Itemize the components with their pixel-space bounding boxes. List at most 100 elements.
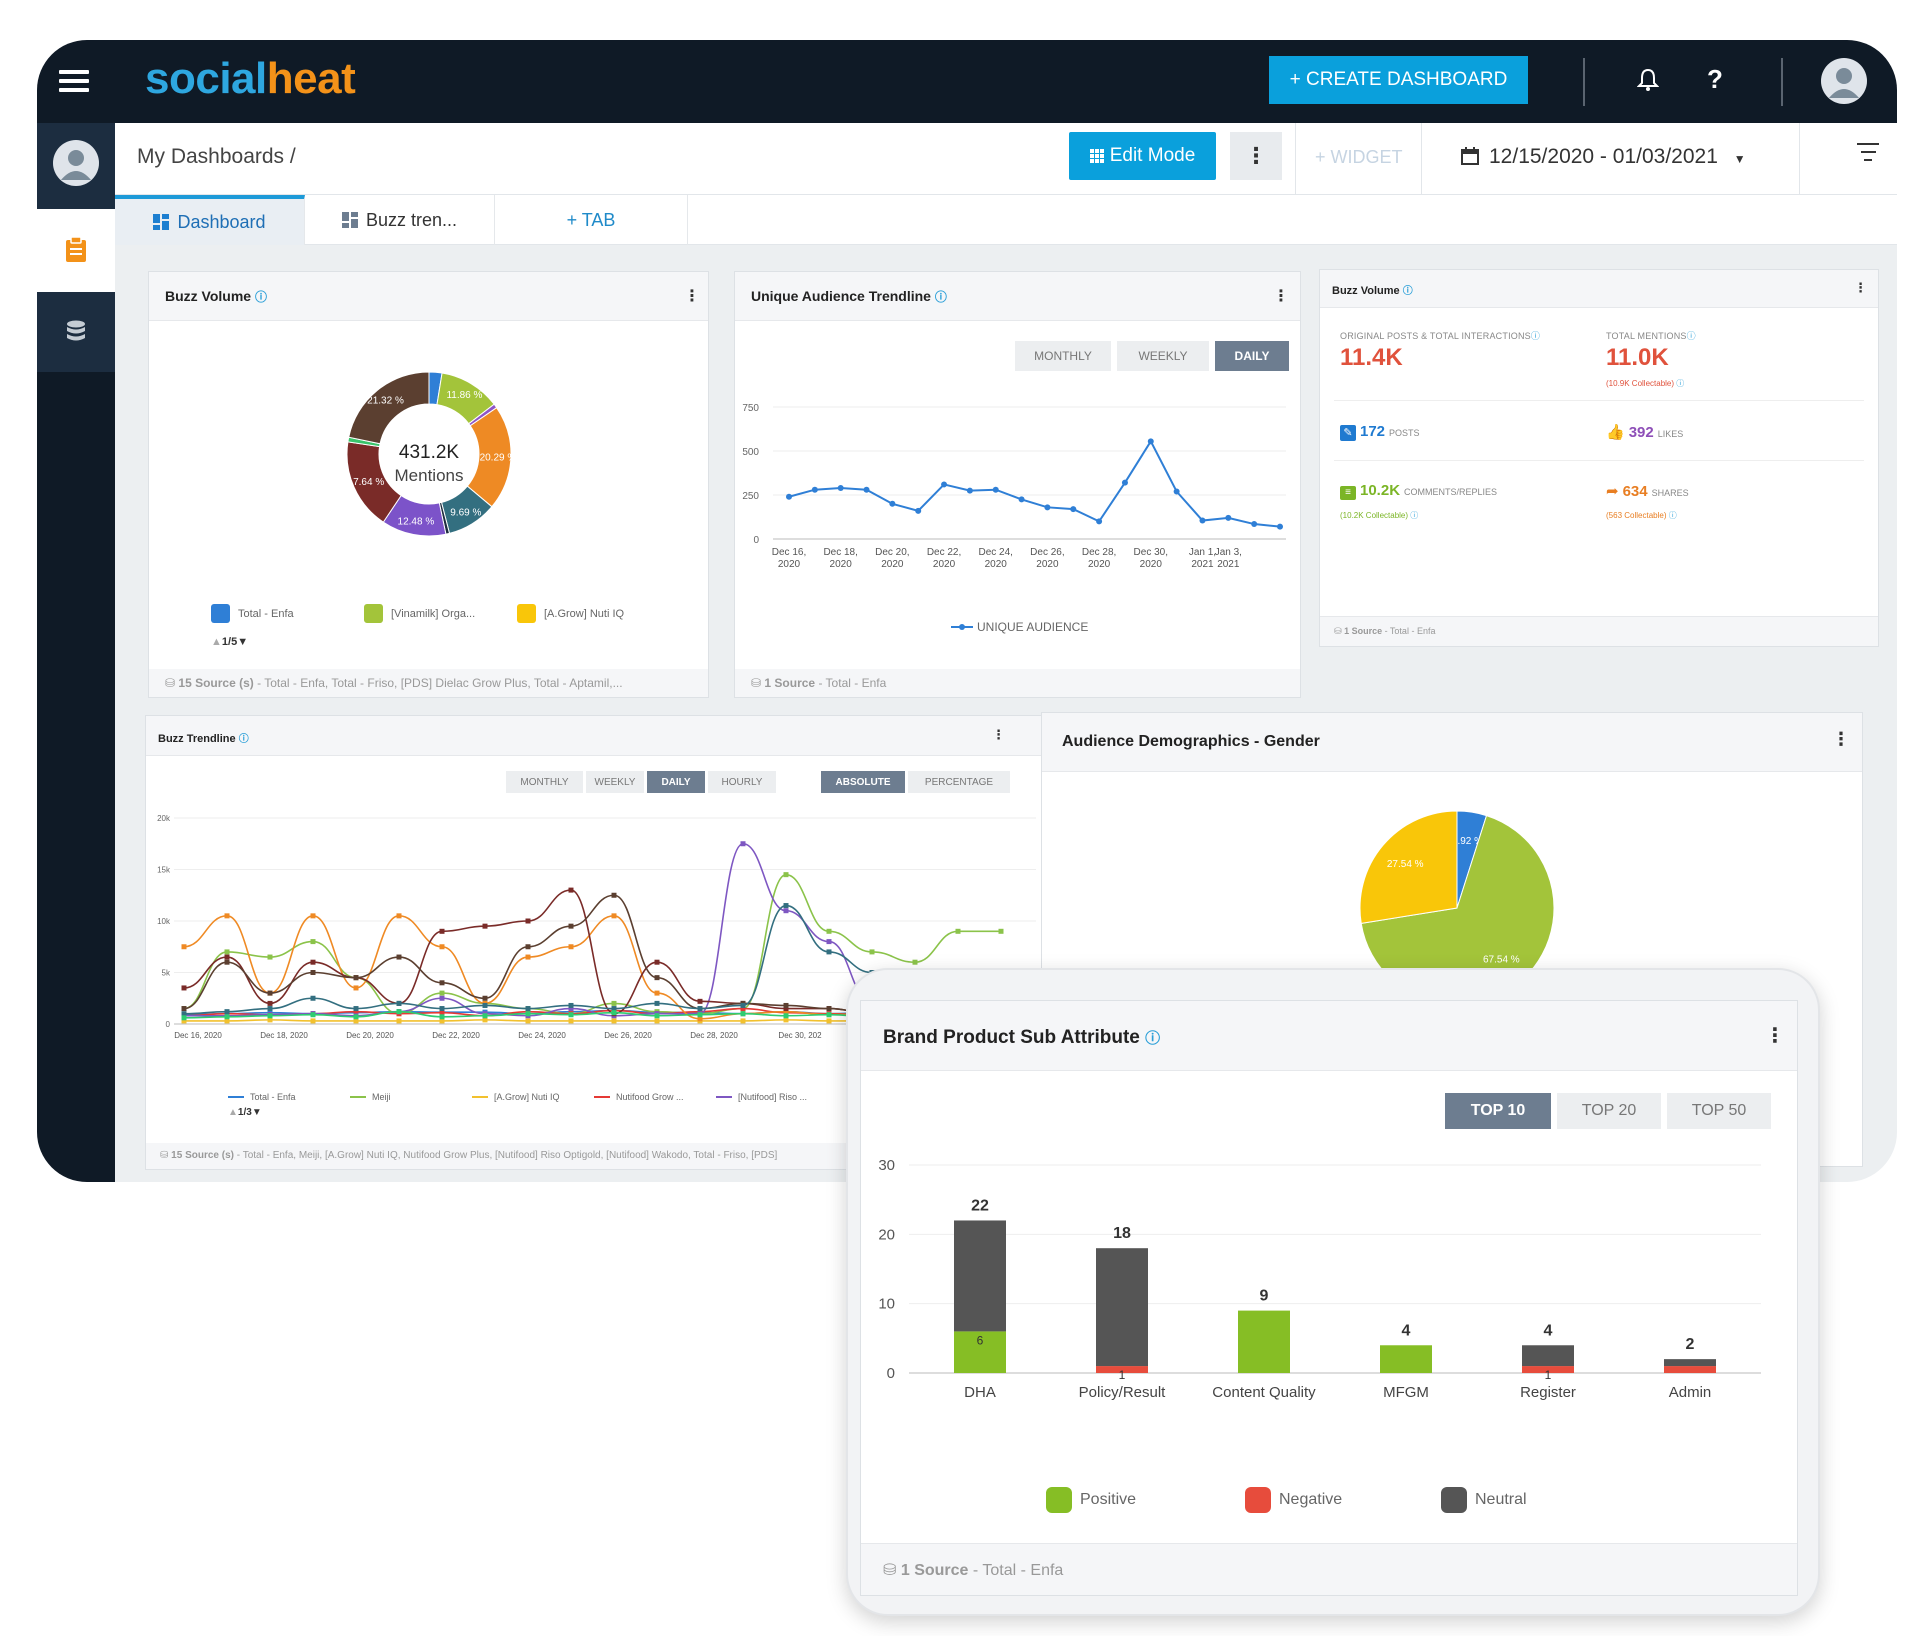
legend-swatch <box>1046 1487 1072 1513</box>
hamburger-menu-icon[interactable] <box>59 70 89 92</box>
info-icon[interactable]: ⓘ <box>254 290 267 304</box>
more-options-button[interactable]: ⋮ <box>1230 132 1282 180</box>
data-point <box>568 1006 574 1012</box>
bar-segment <box>1096 1366 1148 1373</box>
user-avatar-icon[interactable] <box>1821 58 1867 104</box>
daily-button[interactable]: DAILY <box>1215 341 1289 371</box>
legend-item[interactable]: Total - Enfa <box>211 604 294 623</box>
logo[interactable]: socialheat <box>145 54 356 103</box>
top-50-button[interactable]: TOP 50 <box>1667 1093 1771 1129</box>
sidebar-item-profile[interactable] <box>37 123 115 209</box>
data-point <box>568 1018 574 1024</box>
data-point <box>267 1017 273 1023</box>
x-tick-label: Jan 3, <box>1215 547 1242 558</box>
legend-swatch <box>211 604 230 623</box>
data-point <box>826 939 832 945</box>
info-icon[interactable]: ⓘ <box>238 734 249 745</box>
legend-item[interactable]: Meiji <box>350 1092 391 1102</box>
data-point <box>224 949 230 955</box>
card-title: Buzz Volume ⓘ <box>165 288 267 304</box>
bar-total-label: 2 <box>1686 1336 1695 1353</box>
data-point <box>783 1013 789 1019</box>
legend-pager[interactable]: ▲1/5▼ <box>211 636 249 648</box>
tab-dashboard[interactable]: Dashboard <box>115 195 305 245</box>
data-point <box>568 923 574 929</box>
data-point <box>966 487 973 494</box>
bar-total-label: 4 <box>1402 1322 1411 1339</box>
weekly-button[interactable]: WEEKLY <box>586 771 644 793</box>
data-point <box>310 995 316 1001</box>
edit-mode-button[interactable]: Edit Mode <box>1069 132 1216 180</box>
create-dashboard-button[interactable]: + CREATE DASHBOARD <box>1269 56 1528 104</box>
legend-item[interactable]: Total - Enfa <box>228 1092 296 1102</box>
card-header <box>861 1001 1797 1071</box>
weekly-button[interactable]: WEEKLY <box>1117 341 1209 371</box>
add-tab-button[interactable]: + TAB <box>495 195 688 245</box>
data-point <box>396 913 402 919</box>
tab-buzz-trend[interactable]: Buzz tren... <box>305 195 495 245</box>
legend-item[interactable]: Nutifood Grow ... <box>594 1092 684 1102</box>
legend-item[interactable]: UNIQUE AUDIENCE <box>951 620 1088 634</box>
bell-icon[interactable] <box>1636 68 1660 98</box>
card-menu-icon[interactable]: ⋮ <box>1273 288 1289 305</box>
card-menu-icon[interactable]: ⋮ <box>1765 1025 1785 1047</box>
divider <box>1295 123 1296 195</box>
donut-center-value: 431.2K <box>398 442 460 463</box>
absolute-button[interactable]: ABSOLUTE <box>821 771 905 793</box>
hourly-button[interactable]: HOURLY <box>708 771 776 793</box>
sidebar-item-dashboards[interactable] <box>37 209 115 292</box>
slice-label: 11.86 % <box>446 390 482 401</box>
legend-item[interactable]: [A.Grow] Nuti IQ <box>517 604 624 623</box>
card-menu-icon[interactable]: ⋮ <box>1854 280 1867 295</box>
monthly-button[interactable]: MONTHLY <box>1015 341 1111 371</box>
x-tick-label: Dec 22, 2020 <box>432 1031 480 1040</box>
breadcrumb[interactable]: My Dashboards / <box>137 145 296 168</box>
y-tick-label: 0 <box>166 1020 171 1029</box>
data-point <box>396 1018 402 1024</box>
chart-legend: Total - Enfa Meiji [A.Grow] Nuti IQ Nutifoo… <box>146 1086 1054 1116</box>
x-tick-label: 2020 <box>985 559 1008 570</box>
date-range-picker[interactable]: 12/15/2020 - 01/03/2021 ▼ <box>1461 145 1746 169</box>
data-point <box>654 959 660 965</box>
data-point <box>740 841 746 847</box>
info-icon[interactable]: ⓘ <box>934 290 947 304</box>
legend-pager[interactable]: ▲1/3▼ <box>228 1107 262 1118</box>
info-icon[interactable]: ⓘ <box>1402 286 1413 297</box>
x-tick-label: Dec 16, 2020 <box>174 1031 222 1040</box>
card-menu-icon[interactable]: ⋮ <box>1832 729 1850 749</box>
y-tick-label: 500 <box>742 447 759 458</box>
sidebar-item-database[interactable] <box>37 292 115 372</box>
top-20-button[interactable]: TOP 20 <box>1557 1093 1661 1129</box>
percentage-button[interactable]: PERCENTAGE <box>908 771 1010 793</box>
info-icon[interactable]: ⓘ <box>1145 1030 1161 1047</box>
mode-toggle: ABSOLUTE PERCENTAGE <box>821 771 1010 793</box>
bar-segment <box>1096 1248 1148 1367</box>
legend-item[interactable]: [Nutifood] Riso ... <box>716 1092 807 1102</box>
database-icon: ⛁ <box>751 676 762 690</box>
legend-item[interactable]: [Vinamilk] Orga... <box>364 604 475 623</box>
data-point <box>181 944 187 950</box>
data-point <box>439 1006 445 1012</box>
legend-item[interactable]: Positive <box>1046 1487 1136 1513</box>
x-tick-label: Dec 26, 2020 <box>604 1031 652 1040</box>
filter-icon[interactable] <box>1855 143 1881 165</box>
card-menu-icon[interactable]: ⋮ <box>684 288 700 305</box>
buzz-volume-card: Buzz Volume ⓘ ⋮ 11.86 % 20.29 % 9.69 % 12.4… <box>148 271 709 698</box>
data-point <box>482 923 488 929</box>
chevron-down-icon: ▼ <box>1733 152 1746 166</box>
bar-total-label: 22 <box>971 1197 989 1214</box>
legend-item[interactable]: Neutral <box>1441 1487 1527 1513</box>
database-icon: ⛁ <box>165 676 176 690</box>
card-menu-icon[interactable]: ⋮ <box>992 727 1005 742</box>
daily-button[interactable]: DAILY <box>647 771 705 793</box>
x-tick-label: Admin <box>1669 1384 1712 1401</box>
monthly-button[interactable]: MONTHLY <box>506 771 583 793</box>
top-10-button[interactable]: TOP 10 <box>1445 1093 1551 1129</box>
help-icon[interactable]: ? <box>1707 64 1723 94</box>
divider <box>1583 58 1585 106</box>
data-point <box>837 484 844 491</box>
add-widget-button[interactable]: + WIDGET <box>1315 147 1403 167</box>
data-point <box>224 1014 230 1020</box>
legend-item[interactable]: Negative <box>1245 1487 1342 1513</box>
legend-item[interactable]: [A.Grow] Nuti IQ <box>472 1092 560 1102</box>
